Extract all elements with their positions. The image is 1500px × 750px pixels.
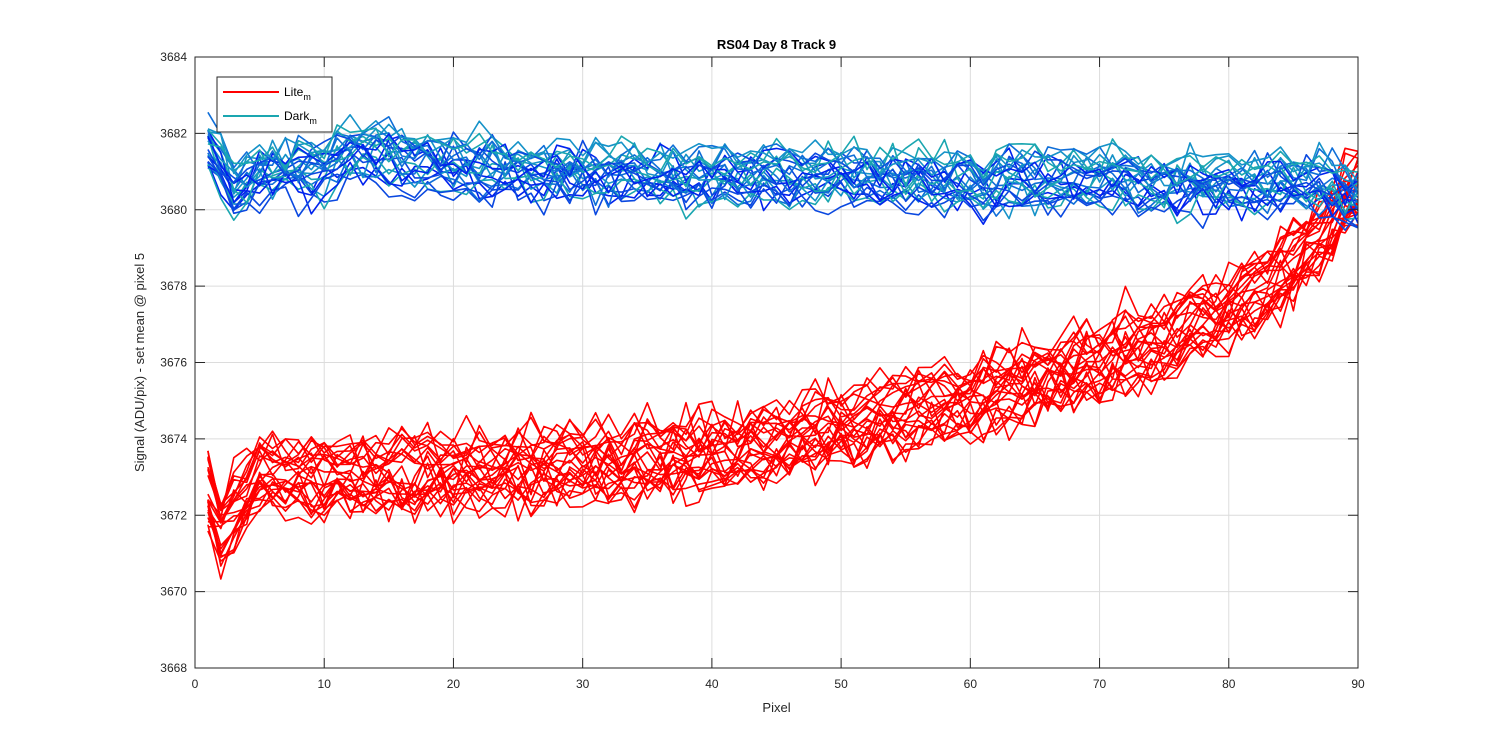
series-line-lite	[207, 147, 1359, 512]
series-line-lite	[207, 195, 1359, 523]
series-layer	[207, 111, 1359, 580]
y-tick-label: 3672	[160, 508, 187, 522]
x-tick-label: 40	[705, 677, 719, 691]
x-tick-labels: 0 10 20 30 40 50 60 70 80 90	[192, 677, 1365, 691]
y-tick-labels: 3668 3670 3672 3674 3676 3678 3680 3682 3684	[160, 50, 187, 675]
legend-entry-dark: Darkm	[284, 109, 317, 126]
series-line-lite	[207, 199, 1359, 547]
series-line-lite	[207, 152, 1359, 519]
x-tick-label: 30	[576, 677, 590, 691]
chart-title: RS04 Day 8 Track 9	[717, 37, 836, 52]
series-line-lite	[207, 203, 1359, 516]
tick-marks	[194, 56, 1359, 669]
legend-subscript-lite: m	[303, 92, 311, 102]
x-tick-label: 70	[1093, 677, 1107, 691]
y-tick-label: 3670	[160, 585, 187, 599]
y-tick-label: 3680	[160, 203, 187, 217]
legend-label-lite: Lite	[284, 85, 304, 99]
x-tick-label: 80	[1222, 677, 1236, 691]
x-tick-label: 20	[447, 677, 461, 691]
series-line-dark	[207, 160, 1359, 229]
y-tick-label: 3676	[160, 356, 187, 370]
legend: Litem Darkm	[216, 76, 333, 133]
series-line-lite	[207, 171, 1359, 508]
series-line-lite	[207, 180, 1359, 510]
legend-box	[216, 76, 333, 133]
series-line-lite	[207, 180, 1359, 524]
x-tick-label: 0	[192, 677, 199, 691]
y-axis-label: Signal (ADU/pix) - set mean @ pixel 5	[132, 253, 147, 472]
x-tick-label: 10	[318, 677, 332, 691]
y-tick-label: 3684	[160, 50, 187, 64]
series-line-lite	[207, 207, 1359, 562]
y-tick-label: 3678	[160, 279, 187, 293]
series-line-dark	[207, 133, 1359, 191]
x-tick-label: 50	[834, 677, 848, 691]
legend-label-dark: Dark	[284, 109, 310, 123]
series-line-dark	[207, 114, 1359, 182]
legend-entry-lite: Litem	[284, 85, 311, 102]
series-line-dark	[207, 124, 1359, 185]
y-tick-label: 3682	[160, 126, 187, 140]
x-tick-label: 60	[964, 677, 978, 691]
x-tick-label: 90	[1351, 677, 1365, 691]
x-axis-label: Pixel	[762, 700, 790, 715]
legend-subscript-dark: m	[309, 116, 317, 126]
y-tick-label: 3674	[160, 432, 187, 446]
series-line-lite	[207, 151, 1359, 511]
y-tick-label: 3668	[160, 661, 187, 675]
